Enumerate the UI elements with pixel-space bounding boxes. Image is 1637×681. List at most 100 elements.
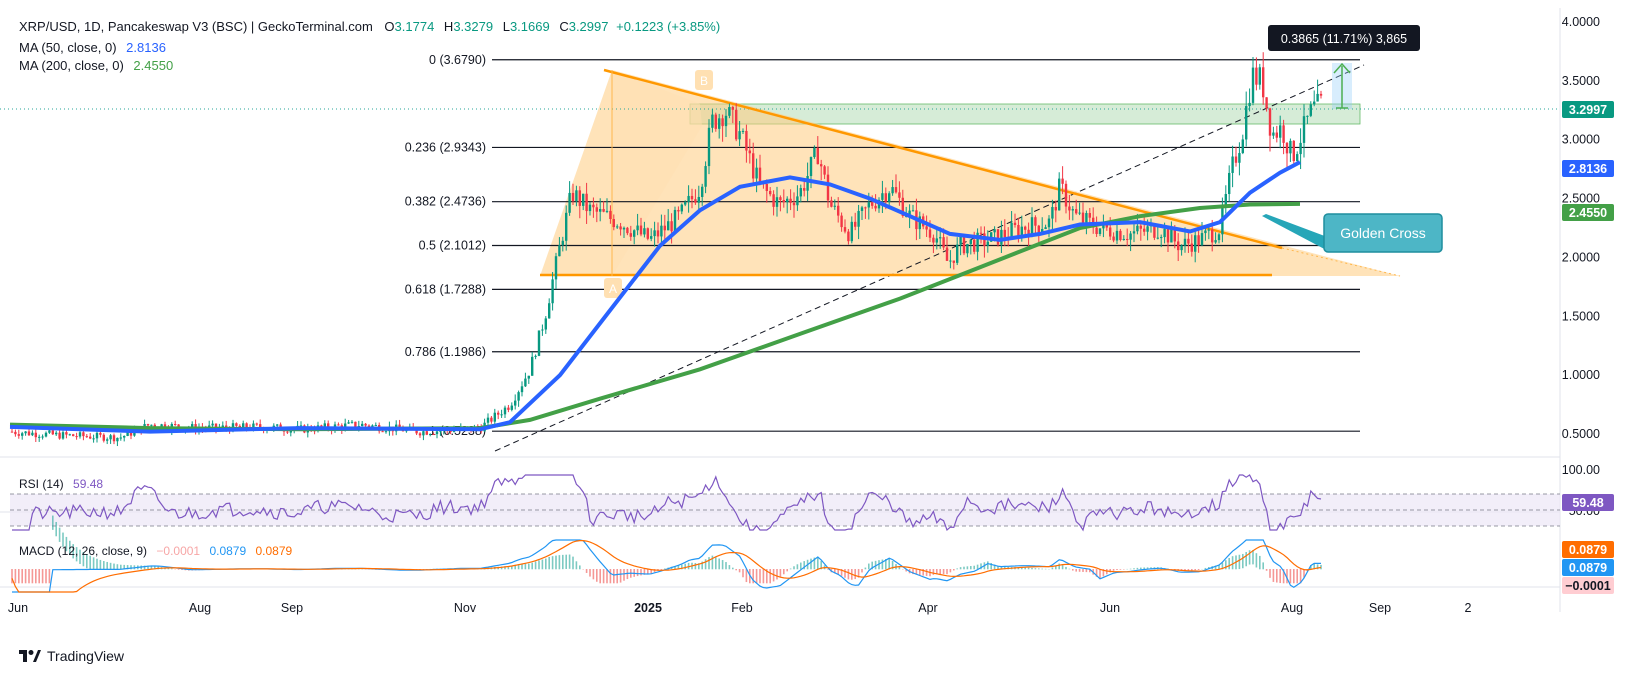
- macd-hist-bar: [542, 560, 544, 570]
- point-b-label: B: [700, 74, 708, 88]
- candle-body: [361, 424, 363, 426]
- candle-body: [1034, 217, 1036, 225]
- candle-body: [528, 376, 530, 379]
- macd-hist-bar: [1293, 569, 1295, 583]
- candle-body: [1276, 133, 1278, 138]
- candle-body: [786, 199, 788, 202]
- candle-body: [436, 431, 438, 434]
- candle-body: [1143, 229, 1145, 232]
- macd-hist-bar: [1120, 569, 1122, 570]
- candle-body: [123, 436, 125, 438]
- candle-body: [565, 213, 567, 241]
- candle-body: [660, 226, 662, 237]
- macd-line-tag-text: 0.0879: [1569, 561, 1607, 575]
- macd-hist-bar: [1035, 568, 1037, 569]
- candle-body: [585, 194, 587, 211]
- candle-body: [579, 190, 581, 206]
- candle-body: [806, 176, 808, 191]
- ma200-legend[interactable]: MA (200, close, 0) 2.4550: [19, 58, 173, 73]
- macd-hist-bar: [793, 566, 795, 569]
- candle-body: [1044, 227, 1046, 229]
- candle-body: [511, 406, 513, 410]
- candle-body: [1112, 237, 1114, 241]
- symbol-header: XRP/USD, 1D, Pancakeswap V3 (BSC) | Geck…: [19, 19, 720, 34]
- candle-body: [793, 203, 795, 205]
- ma50-legend[interactable]: MA (50, close, 0) 2.8136: [19, 40, 166, 55]
- candle-body: [953, 261, 955, 263]
- macd-hist-bar: [987, 561, 989, 569]
- macd-hist-bar: [1082, 569, 1084, 572]
- candle-body: [575, 190, 577, 201]
- candle-body: [946, 248, 948, 261]
- macd-hist-bar: [1242, 554, 1244, 568]
- macd-hist-bar: [963, 567, 965, 570]
- candle-body: [1163, 229, 1165, 237]
- candle-body: [89, 437, 91, 439]
- macd-hist-bar: [171, 569, 173, 570]
- candle-body: [1316, 94, 1318, 102]
- candle-body: [500, 414, 502, 415]
- last-price-tag-text: 3.2997: [1569, 103, 1607, 117]
- price-axis[interactable]: 4.00003.50003.00002.50002.00001.50001.00…: [1562, 15, 1600, 441]
- macd-hist-bar: [552, 556, 554, 569]
- candle-body: [494, 413, 496, 422]
- candle-body: [1293, 141, 1295, 161]
- candle-body: [599, 209, 601, 212]
- candle-body: [487, 418, 489, 423]
- candle-body: [1160, 237, 1162, 238]
- rsi-value-tag-text: 59.48: [1572, 496, 1603, 510]
- candle-body: [619, 226, 621, 229]
- macd-hist-bar: [756, 569, 758, 583]
- candle-body: [106, 439, 108, 440]
- candle-body: [1208, 230, 1210, 231]
- candle-body: [834, 206, 836, 207]
- tradingview-logo[interactable]: TradingView: [19, 648, 124, 664]
- macd-hist-bar: [100, 560, 102, 569]
- macd-hist-bar: [55, 522, 57, 536]
- price-tick: 1.5000: [1562, 309, 1600, 323]
- candle-body: [72, 434, 74, 436]
- macd-hist-bar: [110, 563, 112, 569]
- candle-body: [936, 238, 938, 242]
- candle-body: [1310, 104, 1312, 115]
- candle-body: [524, 379, 526, 387]
- candle-body: [732, 107, 734, 110]
- candle-body: [507, 408, 509, 410]
- macd-hist-bar: [42, 569, 44, 583]
- candle-body: [375, 425, 377, 426]
- fib-level-label: 0.786 (1.1986): [405, 345, 486, 359]
- time-tick: 2025: [634, 601, 662, 615]
- candle-body: [1269, 108, 1271, 135]
- candle-body: [517, 392, 519, 400]
- macd-hist-bar: [950, 569, 952, 572]
- candle-body: [1320, 94, 1322, 96]
- macd-legend[interactable]: MACD (12, 26, close, 9) −0.0001 0.0879 0…: [19, 544, 292, 558]
- rsi-legend[interactable]: RSI (14) 59.48: [19, 477, 103, 491]
- candle-body: [929, 229, 931, 237]
- macd-hist-bar: [1137, 568, 1139, 569]
- candle-body: [772, 194, 774, 207]
- macd-hist-bar: [926, 569, 928, 576]
- candle-body: [1204, 231, 1206, 234]
- candle-body: [242, 423, 244, 427]
- macd-hist-bar: [695, 563, 697, 569]
- candle-body: [630, 233, 632, 237]
- candle-body: [1078, 213, 1080, 214]
- macd-hist-bar: [1086, 569, 1088, 572]
- candle-body: [674, 210, 676, 231]
- candle-body: [664, 226, 666, 231]
- macd-hist-bar: [780, 569, 782, 578]
- macd-hist-bar: [732, 568, 734, 570]
- macd-hist-bar: [817, 557, 819, 570]
- macd-hist-bar: [569, 555, 571, 569]
- candle-body: [1017, 225, 1019, 236]
- macd-hist-bar: [1228, 558, 1230, 569]
- macd-hist-bar: [59, 528, 61, 542]
- candle-body: [874, 206, 876, 209]
- macd-hist-bar: [967, 566, 969, 569]
- symbol-title[interactable]: XRP/USD, 1D, Pancakeswap V3 (BSC) | Geck…: [19, 19, 373, 34]
- macd-hist-bar: [96, 559, 98, 570]
